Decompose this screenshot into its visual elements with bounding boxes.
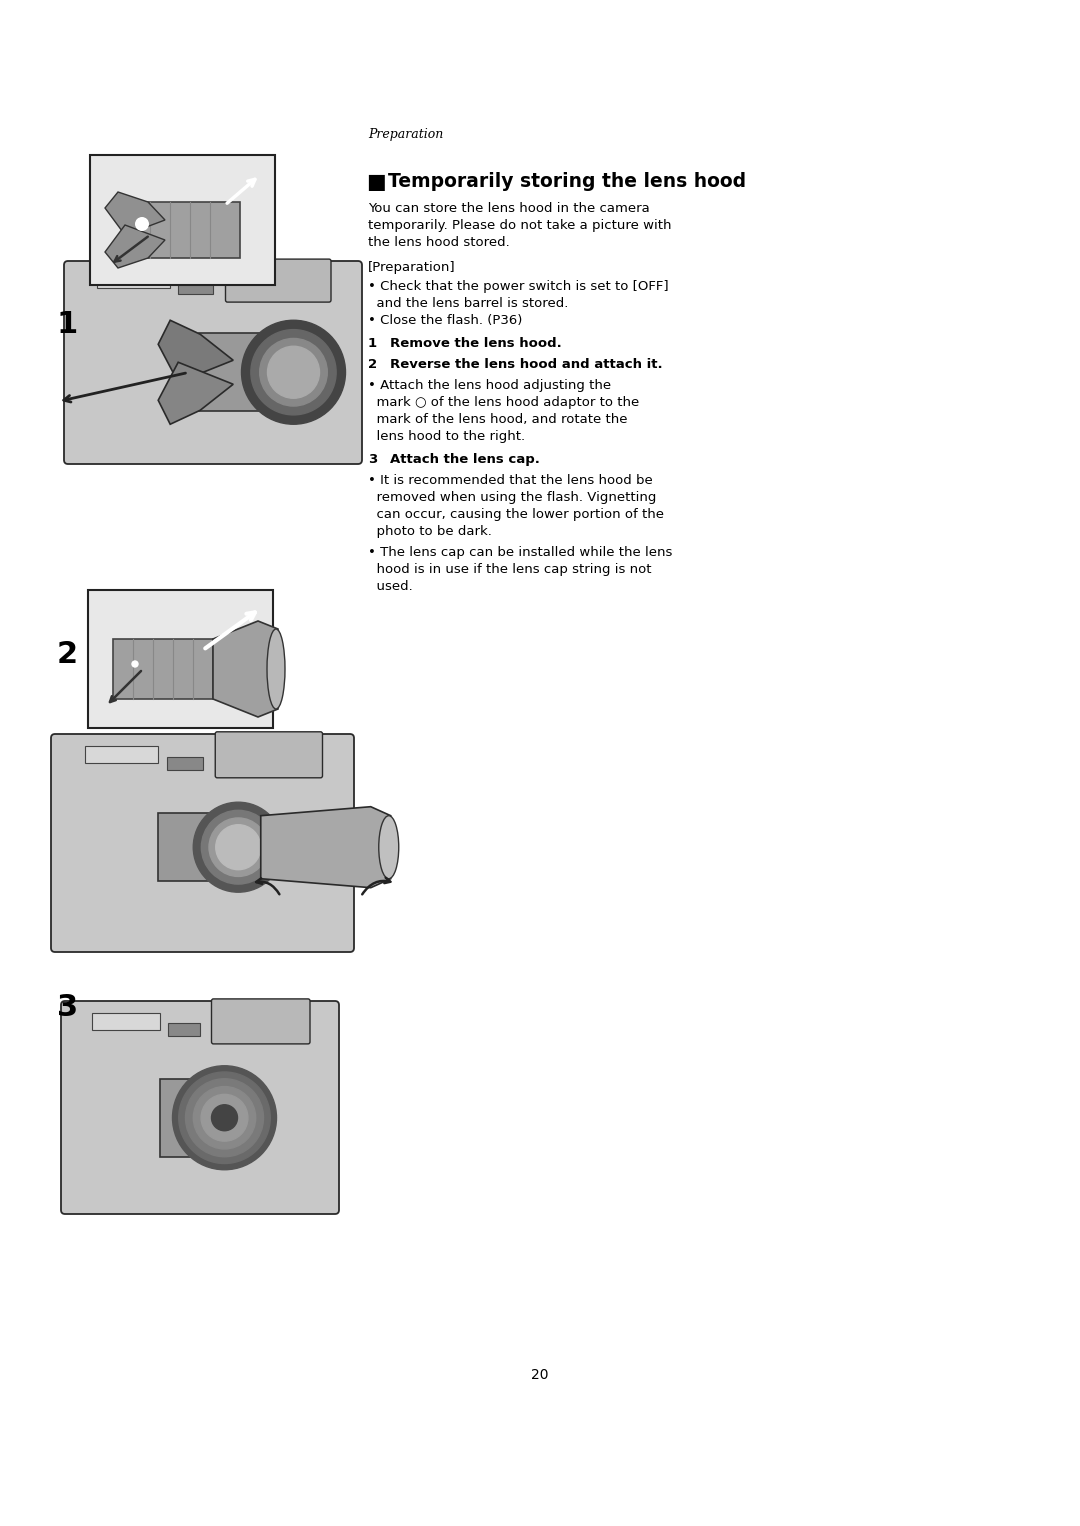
Circle shape [132, 661, 138, 667]
Text: mark of the lens hood, and rotate the: mark of the lens hood, and rotate the [368, 414, 627, 426]
Text: 2: 2 [368, 359, 377, 371]
Polygon shape [158, 320, 233, 382]
FancyBboxPatch shape [51, 734, 354, 952]
Bar [84, 746, 159, 763]
Text: 2: 2 [57, 639, 78, 668]
Polygon shape [105, 192, 165, 235]
Text: can occur, causing the lower portion of the: can occur, causing the lower portion of … [368, 508, 664, 520]
Text: 20: 20 [531, 1367, 549, 1383]
Text: Remove the lens hood.: Remove the lens hood. [390, 337, 562, 349]
FancyBboxPatch shape [226, 259, 330, 302]
FancyBboxPatch shape [60, 1001, 339, 1215]
Text: removed when using the flash. Vignetting: removed when using the flash. Vignetting [368, 491, 657, 504]
Text: photo to be dark.: photo to be dark. [368, 525, 491, 539]
Text: 1: 1 [368, 337, 377, 349]
Circle shape [193, 803, 283, 893]
Bar [92, 1013, 160, 1030]
FancyBboxPatch shape [215, 732, 323, 778]
Ellipse shape [379, 816, 399, 879]
Text: Preparation: Preparation [368, 128, 443, 140]
Text: 3: 3 [57, 993, 78, 1022]
Circle shape [259, 339, 327, 406]
Text: ■: ■ [366, 172, 386, 192]
Text: • Close the flash. (P36): • Close the flash. (P36) [368, 314, 523, 327]
Text: lens hood to the right.: lens hood to the right. [368, 430, 525, 443]
Text: • The lens cap can be installed while the lens: • The lens cap can be installed while th… [368, 546, 673, 559]
Bar [199, 333, 294, 410]
Bar [178, 282, 213, 295]
Text: • Check that the power switch is set to [OFF]: • Check that the power switch is set to … [368, 279, 669, 293]
Bar [113, 639, 213, 699]
Polygon shape [105, 224, 165, 269]
Text: and the lens barrel is stored.: and the lens barrel is stored. [368, 298, 568, 310]
FancyBboxPatch shape [64, 261, 362, 464]
Text: the lens hood stored.: the lens hood stored. [368, 237, 510, 249]
Circle shape [242, 320, 346, 424]
Text: • Attach the lens hood adjusting the: • Attach the lens hood adjusting the [368, 378, 611, 392]
Circle shape [216, 824, 260, 870]
Bar [97, 273, 170, 288]
Text: 3: 3 [368, 453, 377, 465]
Bar [90, 156, 275, 285]
Circle shape [201, 1094, 248, 1141]
Circle shape [179, 1071, 270, 1163]
Text: hood is in use if the lens cap string is not: hood is in use if the lens cap string is… [368, 563, 651, 575]
Circle shape [135, 217, 149, 230]
Circle shape [268, 346, 320, 398]
Polygon shape [158, 362, 233, 424]
Bar [130, 201, 240, 258]
Circle shape [251, 330, 336, 415]
Circle shape [193, 1087, 256, 1149]
Ellipse shape [267, 629, 285, 710]
FancyBboxPatch shape [212, 1000, 310, 1044]
Text: mark ○ of the lens hood adaptor to the: mark ○ of the lens hood adaptor to the [368, 397, 639, 409]
Bar [167, 1024, 200, 1036]
Circle shape [201, 810, 275, 884]
Text: Reverse the lens hood and attach it.: Reverse the lens hood and attach it. [390, 359, 663, 371]
Circle shape [186, 1079, 264, 1157]
Text: You can store the lens hood in the camera: You can store the lens hood in the camer… [368, 201, 650, 215]
Circle shape [173, 1065, 276, 1170]
Circle shape [210, 818, 268, 876]
Bar [159, 813, 239, 881]
Text: Attach the lens cap.: Attach the lens cap. [390, 453, 540, 465]
Text: 1: 1 [57, 310, 78, 339]
Bar [160, 1079, 225, 1157]
Text: Temporarily storing the lens hood: Temporarily storing the lens hood [388, 172, 746, 191]
Text: • It is recommended that the lens hood be: • It is recommended that the lens hood b… [368, 475, 652, 487]
Text: temporarily. Please do not take a picture with: temporarily. Please do not take a pictur… [368, 220, 672, 232]
Circle shape [212, 1105, 238, 1131]
Bar [87, 591, 273, 728]
Text: used.: used. [368, 580, 413, 594]
Polygon shape [213, 621, 278, 717]
Polygon shape [260, 807, 391, 888]
Text: [Preparation]: [Preparation] [368, 261, 456, 275]
Bar [167, 757, 203, 769]
